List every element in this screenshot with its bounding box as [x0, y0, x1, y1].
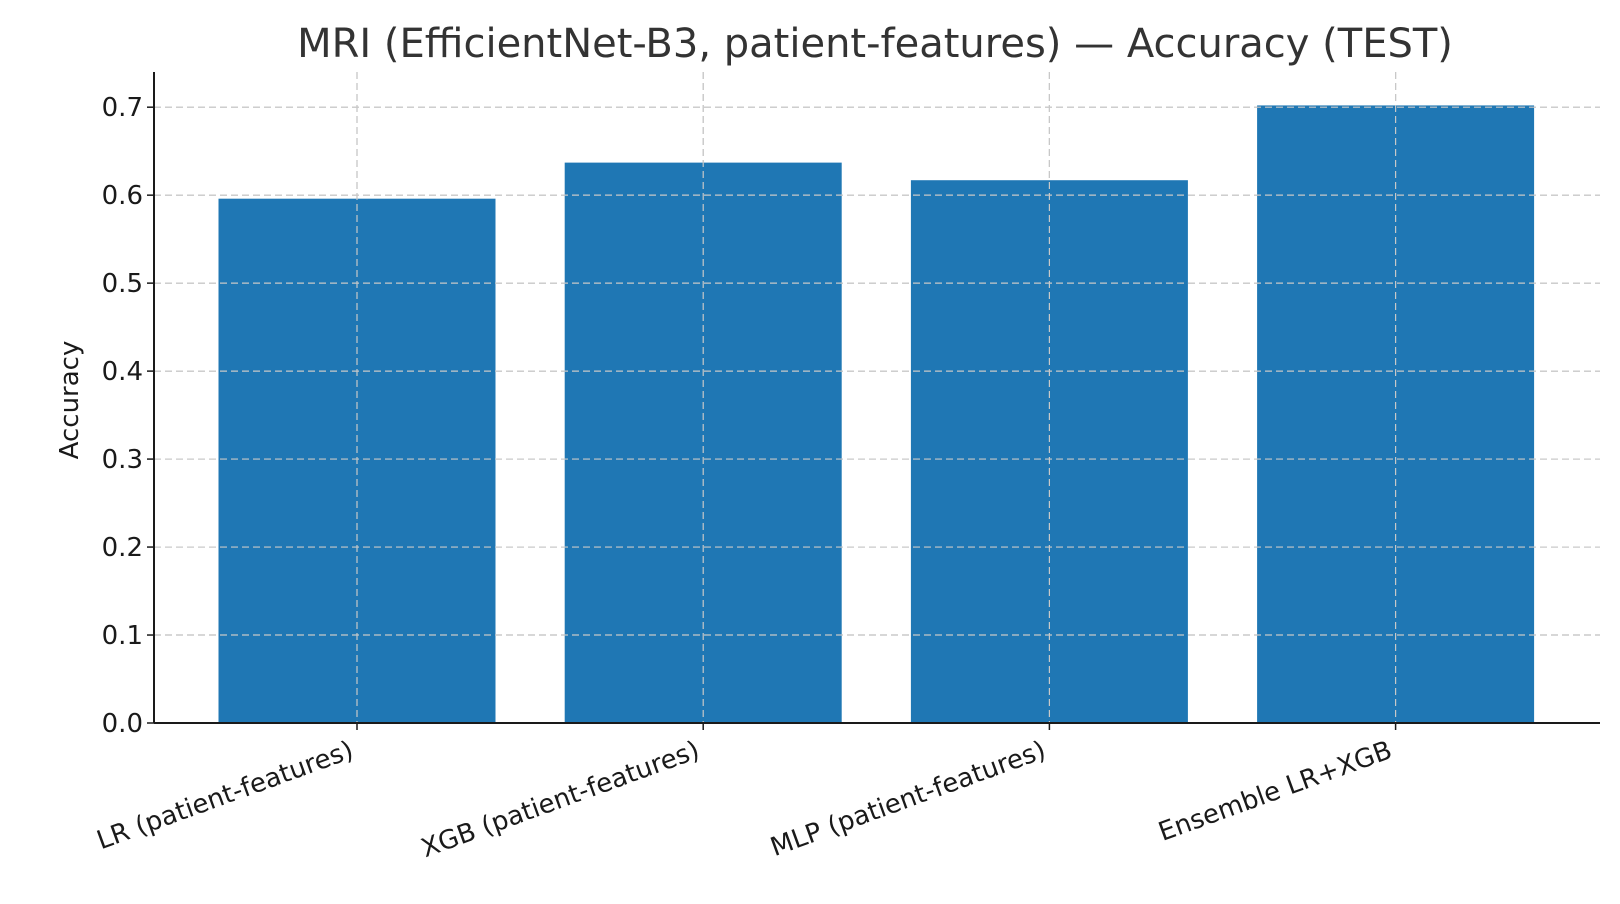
y-tick-label: 0.3	[102, 445, 143, 475]
x-tick-label: MLP (patient-features)	[767, 735, 1050, 863]
axes-layer	[153, 72, 1600, 724]
y-tick-label: 0.2	[102, 533, 143, 563]
y-tick-label: 0.0	[102, 709, 143, 739]
y-tick-label: 0.7	[102, 93, 143, 123]
bars-layer	[218, 105, 1535, 723]
y-tick-label: 0.1	[102, 621, 143, 651]
x-ticks-layer: LR (patient-features) XGB (patient-featur…	[93, 723, 1397, 864]
x-tick-label: Ensemble LR+XGB	[1155, 735, 1396, 847]
chart-title: MRI (EfficientNet-B3, patient-features) …	[297, 21, 1453, 67]
y-tick-label: 0.5	[102, 269, 143, 299]
y-tick-label: 0.6	[102, 181, 143, 211]
bar	[564, 162, 842, 723]
y-tick-label: 0.4	[102, 357, 143, 387]
y-axis-label: Accuracy	[55, 341, 85, 460]
y-ticks-layer: 0.0 0.1 0.2 0.3 0.4 0.5 0.6 0.7	[102, 93, 154, 739]
x-tick-label: LR (patient-features)	[93, 735, 357, 856]
x-tick-label: XGB (patient-features)	[417, 735, 703, 864]
